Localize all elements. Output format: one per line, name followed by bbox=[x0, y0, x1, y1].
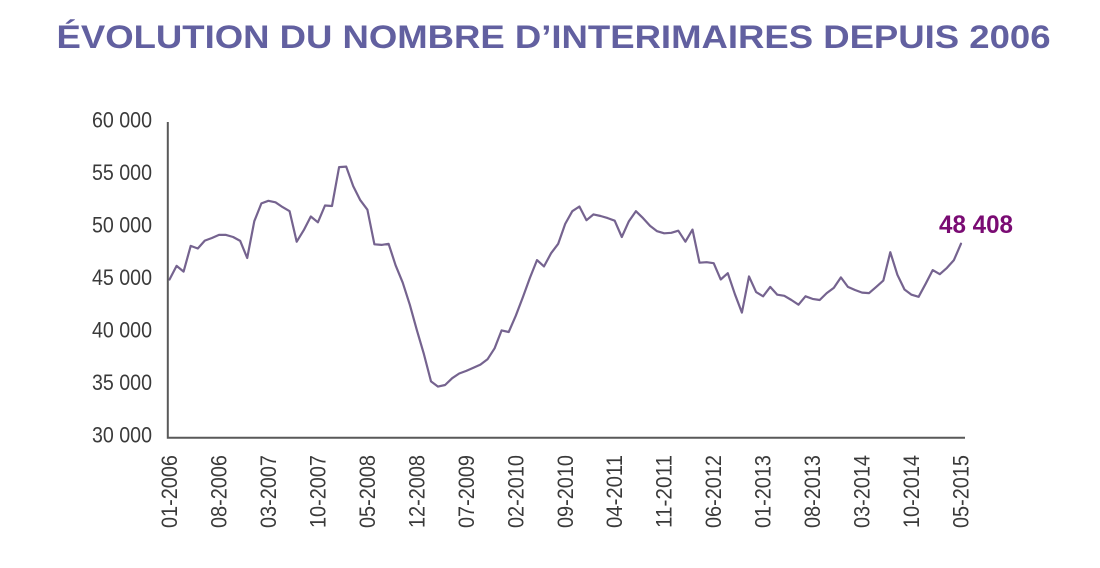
svg-text:08-2013: 08-2013 bbox=[800, 455, 825, 528]
svg-text:55 000: 55 000 bbox=[92, 160, 152, 185]
svg-text:12-2008: 12-2008 bbox=[404, 455, 429, 528]
svg-text:10-2007: 10-2007 bbox=[305, 455, 330, 528]
svg-text:50 000: 50 000 bbox=[92, 213, 152, 238]
svg-text:35 000: 35 000 bbox=[92, 370, 152, 395]
svg-text:01-2006: 01-2006 bbox=[157, 455, 182, 528]
svg-text:06-2012: 06-2012 bbox=[701, 455, 726, 528]
svg-text:01-2013: 01-2013 bbox=[751, 455, 776, 528]
svg-text:30 000: 30 000 bbox=[92, 423, 152, 448]
svg-text:08-2006: 08-2006 bbox=[207, 455, 232, 528]
svg-text:09-2010: 09-2010 bbox=[553, 455, 578, 528]
svg-text:10-2014: 10-2014 bbox=[899, 455, 924, 528]
svg-text:03-2007: 03-2007 bbox=[256, 455, 281, 528]
svg-text:48 408: 48 408 bbox=[939, 211, 1013, 239]
svg-text:40 000: 40 000 bbox=[92, 318, 152, 343]
svg-text:60 000: 60 000 bbox=[92, 108, 152, 133]
svg-text:07-2009: 07-2009 bbox=[454, 455, 479, 528]
svg-text:03-2014: 03-2014 bbox=[850, 455, 875, 528]
svg-text:45 000: 45 000 bbox=[92, 265, 152, 290]
svg-text:05-2008: 05-2008 bbox=[355, 455, 380, 528]
svg-text:04-2011: 04-2011 bbox=[602, 455, 627, 528]
svg-text:11-2011: 11-2011 bbox=[652, 455, 677, 528]
svg-text:ÉVOLUTION DU NOMBRE D’INTERIMA: ÉVOLUTION DU NOMBRE D’INTERIMAIRES DEPUI… bbox=[57, 19, 1051, 55]
svg-text:02-2010: 02-2010 bbox=[503, 455, 528, 528]
svg-text:05-2015: 05-2015 bbox=[949, 455, 974, 528]
